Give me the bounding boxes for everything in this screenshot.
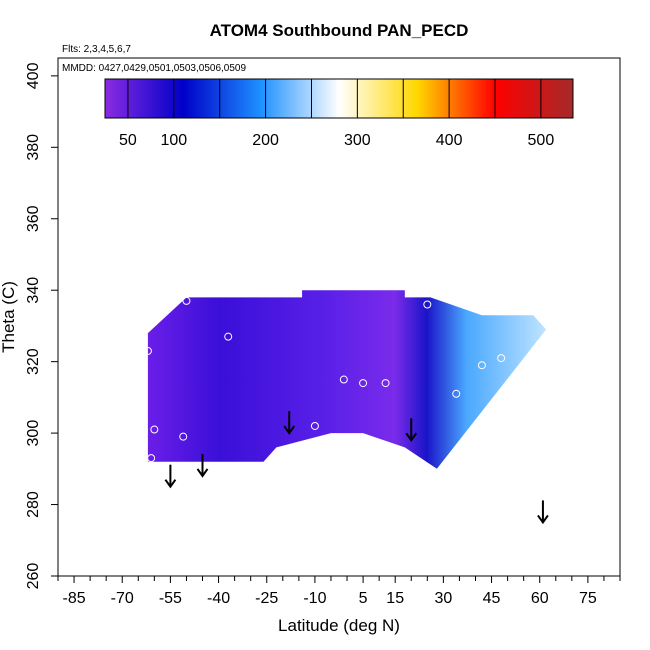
x-tick-label: -55 (159, 590, 182, 607)
colorbar: 50 100 200 300 400 500 (104, 78, 574, 149)
tropopause-arrow (164, 464, 177, 489)
y-axis-label: Theta (C) (0, 281, 18, 353)
x-tick-label: -10 (303, 590, 326, 607)
colorbar-tick-label: 500 (528, 132, 555, 149)
y-tick-label: 320 (25, 348, 42, 375)
y-tick-label: 260 (25, 563, 42, 590)
colorbar-bar (104, 78, 574, 119)
x-tick-label: 60 (531, 590, 549, 607)
y-tick-label: 360 (25, 205, 42, 232)
tropopause-arrows (164, 411, 549, 525)
y-tick-label: 300 (25, 420, 42, 447)
tropopause-arrow (405, 418, 418, 442)
observation-point (452, 389, 461, 398)
observation-point (477, 361, 486, 370)
colorbar-ticks: 50 100 200 300 400 500 (119, 79, 554, 149)
observation-point (224, 332, 233, 341)
x-tick-label: 30 (434, 590, 452, 607)
colorbar-tick-label: 100 (160, 132, 187, 149)
observation-point (381, 379, 390, 388)
x-tick-label: 15 (386, 590, 404, 607)
tropopause-arrow (537, 500, 549, 525)
colorbar-tick-label: 50 (119, 132, 137, 149)
x-axis: -85 -70 -55 -40 -25 -10 5 15 30 45 60 75 (57, 576, 621, 607)
x-tick-label: -85 (62, 590, 85, 607)
y-tick-label: 340 (25, 277, 42, 304)
y-tick-label: 280 (25, 491, 42, 518)
dates-annotation: MMDD: 0427,0429,0501,0503,0506,0509 (62, 63, 246, 74)
observation-point (359, 379, 368, 388)
observation-point (143, 346, 152, 355)
observation-point (423, 300, 432, 309)
observation-point (497, 354, 506, 363)
colorbar-tick-label: 200 (252, 132, 279, 149)
x-tick-label: -70 (111, 590, 134, 607)
y-tick-label: 400 (25, 62, 42, 89)
colorbar-tick-label: 400 (436, 132, 463, 149)
observation-point (182, 296, 191, 305)
y-tick-label: 380 (25, 134, 42, 161)
plot-frame (57, 57, 621, 577)
x-tick-label: 75 (579, 590, 597, 607)
y-axis: 260 280 300 320 340 360 380 400 (25, 62, 58, 589)
x-tick-label: 45 (483, 590, 501, 607)
observation-point (150, 425, 159, 434)
x-axis-label: Latitude (deg N) (278, 616, 400, 635)
observation-points (143, 296, 506, 463)
flights-annotation: Flts: 2,3,4,5,6,7 (62, 44, 131, 55)
observation-point (339, 375, 348, 384)
tropopause-arrow (196, 453, 209, 478)
chart-title: ATOM4 Southbound PAN_PECD (210, 21, 469, 40)
x-tick-label: 5 (359, 590, 368, 607)
colorbar-tick-label: 300 (344, 132, 371, 149)
observation-point (147, 454, 156, 463)
x-tick-label: -40 (207, 590, 230, 607)
tropopause-arrow (283, 411, 296, 435)
observation-point (179, 432, 188, 441)
observation-point (310, 421, 319, 430)
x-tick-label: -25 (255, 590, 278, 607)
